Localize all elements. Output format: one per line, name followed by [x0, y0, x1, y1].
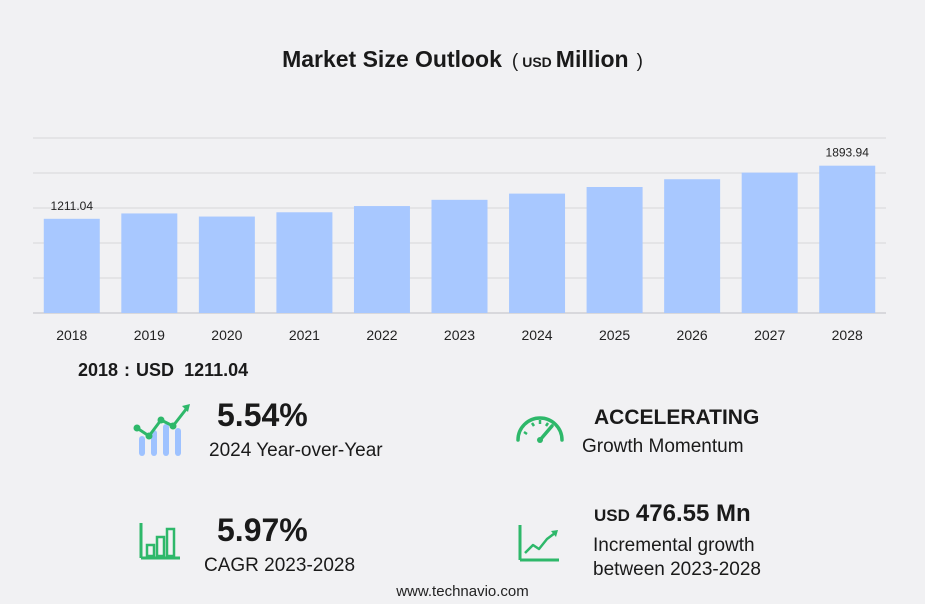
bar-2022 [353, 206, 410, 313]
kpi-cagr: 5.97% [217, 512, 308, 549]
data-label: 1893.94 [826, 146, 870, 160]
x-tick-label: 2018 [56, 327, 87, 343]
speedometer-icon [516, 416, 564, 443]
kpi-momentum-label: Growth Momentum [582, 436, 744, 457]
title-unit-currency: USD [522, 54, 552, 70]
chart-bars [43, 165, 876, 313]
bar-2023 [431, 199, 488, 313]
x-axis-ticks: 2018 2019 2020 2021 2022 2023 2024 2025 2026 2027… [56, 327, 863, 343]
base-separator: : [124, 360, 131, 380]
kpi-cagr-label: CAGR 2023-2028 [204, 555, 356, 576]
bar-2021 [276, 212, 333, 313]
bar-2028 [819, 165, 876, 313]
x-tick-label: 2024 [521, 327, 552, 343]
x-tick-label: 2023 [444, 327, 475, 343]
bar-2019 [121, 213, 178, 313]
kpi-momentum: ACCELERATING [594, 406, 759, 430]
kpi-incremental: USD 476.55 Mn [594, 500, 751, 528]
bar-2026 [664, 179, 721, 313]
x-tick-label: 2021 [289, 327, 320, 343]
kpi-incremental-currency: USD [594, 506, 630, 525]
data-labels: 1211.04 1893.94 [51, 146, 870, 213]
chart-title: Market Size Outlook (USD Million) [0, 46, 925, 73]
title-unit-scale: Million [555, 46, 629, 72]
kpi-incremental-label-wrap: Incremental growth between 2023-2028 [593, 535, 761, 581]
kpi-yoy-label: 2024 Year-over-Year [209, 440, 383, 461]
trend-line-icon [518, 525, 559, 562]
kpi-momentum-value: ACCELERATING [594, 406, 760, 429]
bar-2024 [509, 193, 566, 313]
base-value: 1211.04 [184, 360, 249, 380]
bar-2027 [741, 172, 798, 313]
bar-2020 [198, 216, 255, 313]
bar-2025 [586, 187, 643, 313]
bar-2018 [43, 218, 100, 313]
x-tick-label: 2019 [134, 327, 165, 343]
x-tick-label: 2025 [599, 327, 630, 343]
title-paren-open: ( [511, 51, 519, 72]
base-currency: USD [136, 360, 175, 380]
data-label: 1211.04 [51, 199, 94, 213]
x-tick-label: 2020 [211, 327, 242, 343]
footer-source: www.technavio.com [396, 583, 529, 600]
kpi-yoy: 5.54% [217, 397, 308, 434]
base-year-summary: 2018: USD 1211.04 [78, 360, 248, 381]
kpi-cagr-label-wrap: CAGR 2023-2028 [204, 555, 355, 577]
kpi-momentum-label-wrap: Growth Momentum [582, 436, 744, 458]
kpi-incremental-value: 476.55 Mn [635, 500, 751, 527]
x-tick-label: 2027 [754, 327, 785, 343]
market-size-bar-chart: 2018 2019 2020 2021 2022 2023 2024 2025 2026 2027… [33, 137, 886, 343]
title-main: Market Size Outlook [282, 46, 502, 72]
kpi-cagr-value: 5.97% [217, 512, 308, 548]
growth-bars-icon [133, 404, 190, 456]
kpi-yoy-label-wrap: 2024 Year-over-Year [209, 440, 383, 462]
x-tick-label: 2028 [832, 327, 863, 343]
title-paren-close: ) [636, 51, 643, 72]
kpi-yoy-value: 5.54% [217, 397, 308, 433]
kpi-incremental-label-line2: between 2023-2028 [593, 559, 761, 580]
kpi-incremental-label-line1: Incremental growth [593, 535, 755, 556]
x-tick-label: 2022 [366, 327, 397, 343]
bar-chart-icon [139, 523, 180, 560]
x-tick-label: 2026 [677, 327, 708, 343]
base-year: 2018 [78, 360, 119, 380]
